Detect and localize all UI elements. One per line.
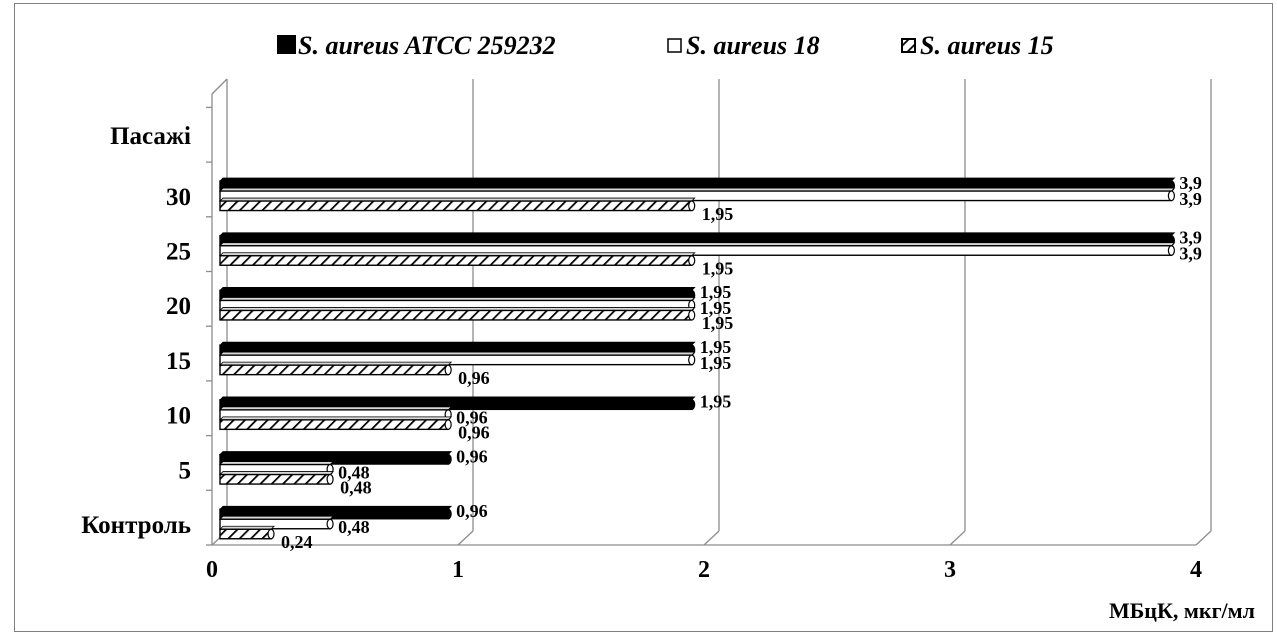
bar-end-cap [688, 354, 696, 366]
data-label: 0,96 [458, 368, 490, 388]
data-label: 0,96 [456, 408, 488, 428]
data-label: 0,24 [281, 532, 313, 552]
x-tick-label: 3 [944, 557, 956, 583]
bar-end-cap [688, 255, 696, 266]
floor-gridline [457, 530, 474, 546]
bar-end-cap [688, 200, 696, 212]
floor-gridline [1195, 530, 1212, 546]
category-label: 30 [166, 184, 191, 211]
data-label: 0,48 [340, 477, 372, 497]
x-axis-title: МБцК, мкг/мл [1109, 598, 1255, 623]
bar [219, 307, 696, 321]
bar-front [219, 473, 331, 485]
data-label: 3,9 [1179, 173, 1202, 193]
chart-frame: 0 1 2 3 4 МБцК, мкг/мл Пасажі Контроль 5 10 15 20 25… [14, 3, 1273, 632]
bar [219, 406, 453, 421]
bar-end-cap [444, 508, 452, 520]
bar-end-cap [688, 309, 696, 321]
bar-end-cap [326, 518, 334, 530]
x-tick-label: 4 [1190, 557, 1202, 583]
data-label: 1,95 [702, 204, 734, 224]
data-label: 1,95 [700, 337, 732, 357]
bar [219, 471, 335, 485]
bar-front [219, 200, 693, 212]
category-label: 20 [166, 293, 191, 320]
x-tick-label: 2 [698, 557, 710, 583]
legend-swatch [277, 35, 296, 54]
category-label: Контроль [81, 512, 191, 539]
legend-item: S. aureus 15 [901, 31, 1054, 60]
floor-gridline [703, 530, 720, 546]
data-label: 1,95 [700, 353, 732, 373]
bar [219, 187, 1176, 202]
bar-front [219, 364, 449, 376]
x-tick-label: 0 [206, 557, 218, 583]
data-label: 0,96 [456, 446, 488, 466]
x-tick-label: 1 [452, 557, 464, 583]
bar-end-cap [444, 453, 452, 465]
legend-label: S. aureus 15 [920, 31, 1054, 60]
bar [219, 197, 696, 212]
data-label: 1,95 [700, 392, 732, 412]
bar [219, 287, 696, 301]
legend-label: S. aureus ATCC 259232 [298, 31, 556, 60]
floor-gridline [949, 530, 966, 546]
legend-item: S. aureus ATCC 259232 [277, 31, 556, 60]
bar [219, 525, 276, 540]
bar-chart: 0 1 2 3 4 МБцК, мкг/мл Пасажі Контроль 5 10 15 20 25… [81, 31, 1255, 623]
data-label: 3,9 [1179, 228, 1202, 248]
category-label: 15 [166, 348, 191, 375]
legend-item: S. aureus 18 [667, 31, 820, 60]
bar-end-cap [326, 473, 334, 485]
bar-end-cap [267, 528, 275, 540]
bar-end-cap [1167, 190, 1176, 202]
bar [219, 351, 696, 366]
data-label: 0,96 [456, 501, 488, 521]
bar-layer [219, 177, 1176, 540]
data-label: 1,95 [702, 313, 734, 333]
data-label: 1,95 [700, 298, 732, 318]
legend-label: S. aureus 18 [686, 31, 820, 60]
bar-front [219, 528, 272, 540]
bar [219, 461, 335, 475]
bar [219, 396, 696, 411]
category-label: 5 [179, 457, 192, 484]
bar [219, 297, 696, 311]
bar [219, 515, 335, 530]
bar [219, 361, 453, 376]
data-label: 0,48 [338, 462, 370, 482]
bar [219, 341, 696, 356]
legend-swatch [667, 38, 682, 53]
bar [219, 252, 696, 266]
bar [219, 451, 453, 465]
axis-layer: 0 1 2 3 4 МБцК, мкг/мл Пасажі Контроль 5 10 15 20 25… [81, 78, 1255, 623]
bar [219, 416, 453, 431]
label-layer: 0,960,480,240,960,480,481,950,960,961,95… [281, 173, 1202, 552]
data-label: 1,95 [700, 282, 732, 302]
bar-end-cap [444, 419, 452, 430]
legend-swatch [901, 38, 916, 53]
bar [219, 242, 1176, 256]
axis-depth-line [211, 78, 228, 95]
data-label: 0,48 [338, 517, 370, 537]
bar-front [219, 309, 693, 321]
bar-end-cap [444, 364, 452, 376]
data-label: 3,9 [1179, 244, 1202, 264]
bar-end-cap [1167, 245, 1176, 256]
bar [219, 505, 453, 520]
category-label: 25 [166, 239, 191, 266]
category-label: 10 [166, 403, 191, 430]
category-axis-title: Пасажі [110, 123, 191, 150]
data-label: 1,95 [702, 259, 734, 279]
bar-end-cap [688, 399, 696, 410]
data-label: 3,9 [1179, 189, 1202, 209]
legend: S. aureus ATCC 259232 S. aureus 18 S. aure… [277, 31, 1054, 60]
data-label: 0,96 [458, 423, 490, 443]
bar-front [219, 255, 693, 266]
bar-front [219, 419, 449, 431]
